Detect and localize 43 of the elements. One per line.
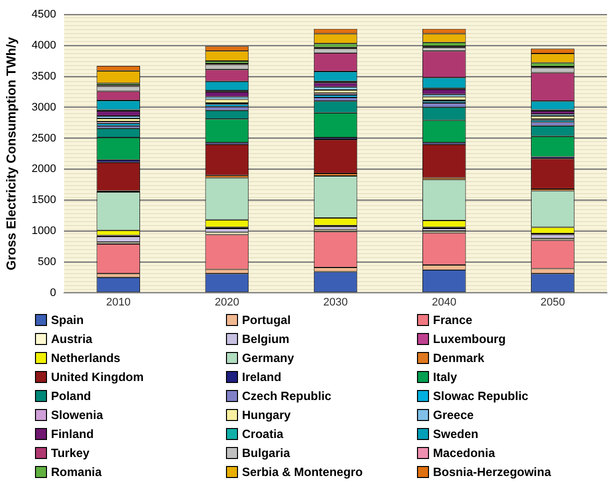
x-tick-label: 2020: [214, 296, 240, 308]
legend-label: Croatia: [242, 427, 284, 441]
legend-label: United Kingdom: [51, 370, 144, 384]
legend-label: Macedonia: [433, 446, 496, 460]
y-tick-label: 2500: [32, 132, 56, 144]
legend-label: Ireland: [242, 370, 282, 384]
legend-label: Bosnia-Herzegowina: [433, 465, 552, 479]
legend-label: Slowac Republic: [433, 389, 528, 403]
y-tick-label: 1000: [32, 225, 56, 238]
legend-label: Denmark: [433, 351, 484, 365]
legend-label: Poland: [51, 389, 92, 403]
legend-label: Turkey: [51, 446, 90, 460]
x-tick-label: 2040: [432, 296, 456, 308]
y-tick-label: 4500: [32, 8, 56, 21]
legend-label: Czech Republic: [242, 389, 332, 403]
legend-label: Luxembourg: [433, 332, 506, 346]
legend-label: France: [433, 313, 472, 327]
y-tick-label: 500: [38, 256, 56, 268]
legend-label: Portugal: [242, 313, 291, 327]
x-tick-label: 2010: [106, 296, 131, 308]
x-tick-label: 2030: [323, 296, 348, 308]
legend-label: Belgium: [242, 332, 290, 346]
y-tick-label: 0: [50, 286, 56, 299]
legend-label: Serbia & Montenegro: [242, 465, 363, 479]
legend-label: Germany: [242, 351, 294, 365]
legend-label: Austria: [51, 332, 92, 346]
legend-label: Netherlands: [51, 351, 120, 365]
y-tick-label: 4000: [32, 40, 56, 52]
x-tick-label: 2050: [540, 296, 565, 308]
y-tick-label: 3500: [32, 70, 56, 82]
y-tick-label: 3000: [32, 101, 56, 114]
legend-label: Slowenia: [51, 408, 104, 422]
y-tick-label: 1500: [32, 194, 56, 206]
legend-label: Italy: [433, 370, 458, 384]
legend-label: Bulgaria: [242, 446, 290, 460]
y-tick-label: 2000: [32, 163, 56, 176]
legend-label: Sweden: [433, 427, 478, 441]
legend-label: Spain: [51, 313, 84, 327]
legend-label: Finland: [51, 427, 94, 441]
legend-label: Greece: [433, 408, 474, 422]
legend-label: Hungary: [242, 408, 291, 422]
y-axis-title: Gross Electricity Consumption TWh/y: [3, 36, 18, 270]
legend-label: Romania: [51, 465, 102, 479]
